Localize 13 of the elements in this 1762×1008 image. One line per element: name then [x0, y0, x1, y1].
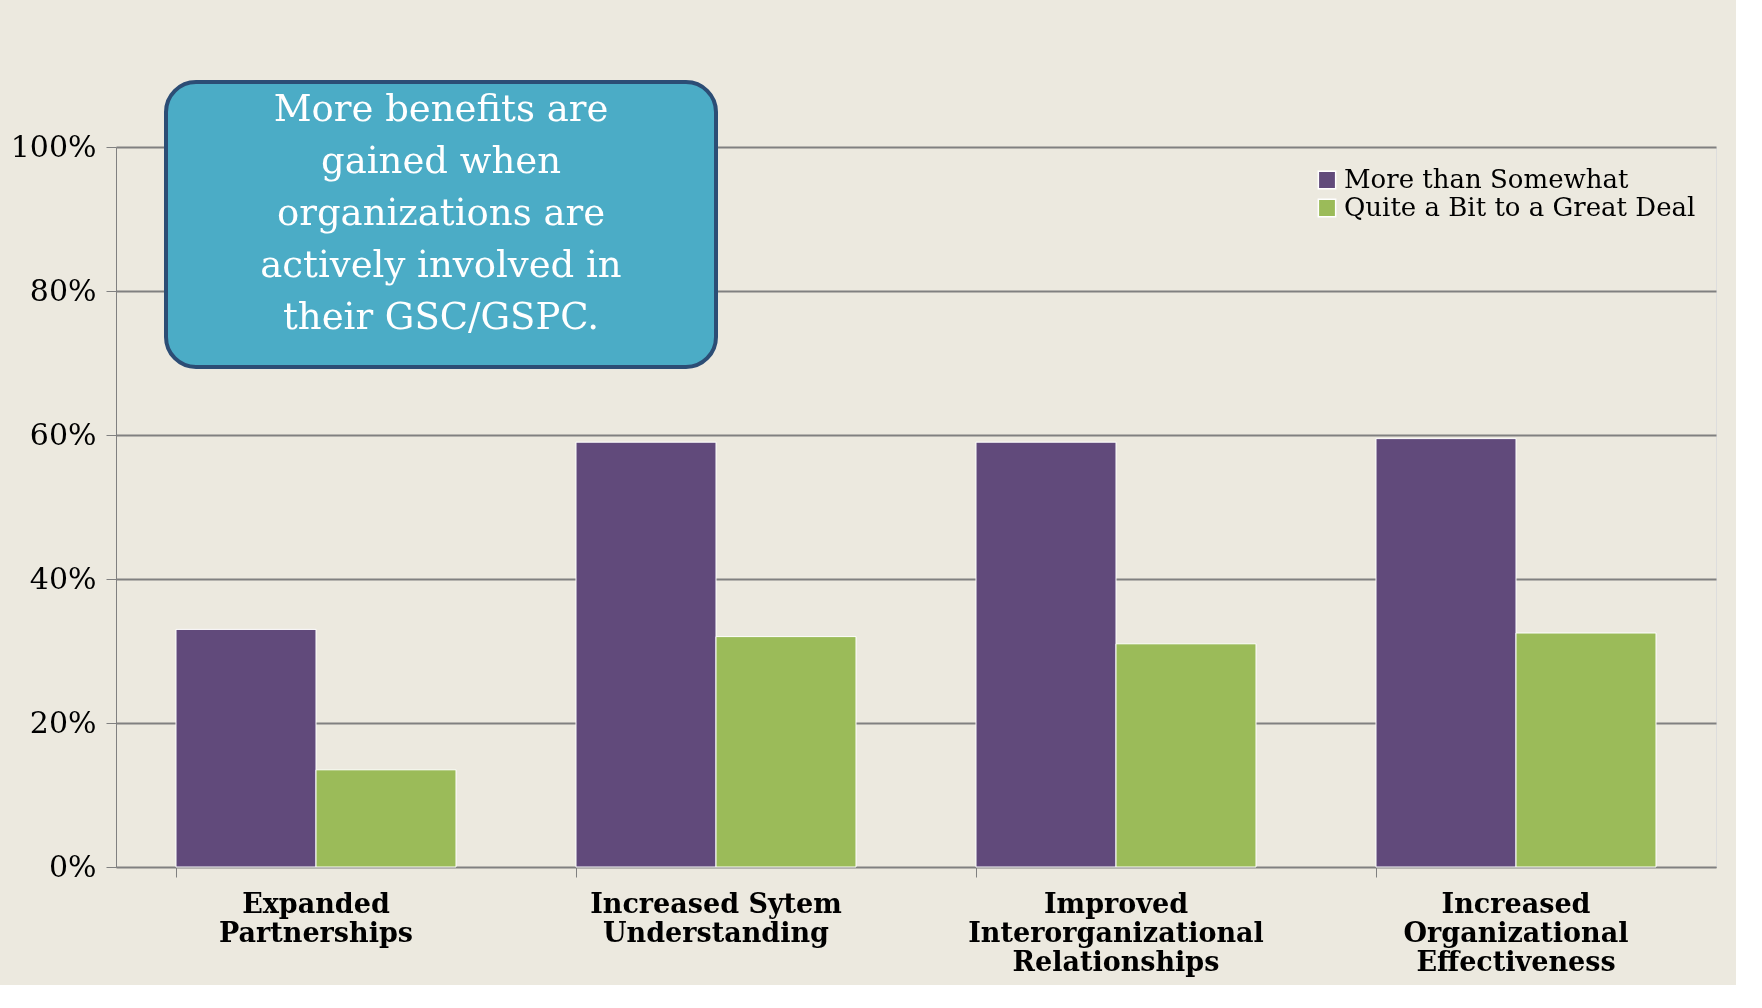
y-tick-label: 100% — [10, 128, 97, 164]
x-tick-label: Increased Organizational Effectiveness — [1403, 887, 1629, 977]
x-tick-label: Increased Sytem Understanding — [590, 887, 842, 948]
y-tick-label: 20% — [29, 704, 97, 740]
annotation: More benefits are gained when organizations are actively involved in their GSC/GSPC. — [260, 87, 622, 338]
y-tick-label: 80% — [29, 272, 97, 308]
y-tick-label: 40% — [29, 560, 97, 596]
y-tick-label: 60% — [29, 416, 97, 452]
legend-label: More than Somewhat — [1344, 164, 1630, 194]
y-tick-label: 0% — [48, 848, 97, 884]
x-tick-label: Improved Interorganizational Relationships — [968, 887, 1264, 977]
legend-label: Quite a Bit to a Great Deal — [1344, 192, 1696, 222]
x-tick-label: Expanded Partnerships — [219, 887, 413, 948]
